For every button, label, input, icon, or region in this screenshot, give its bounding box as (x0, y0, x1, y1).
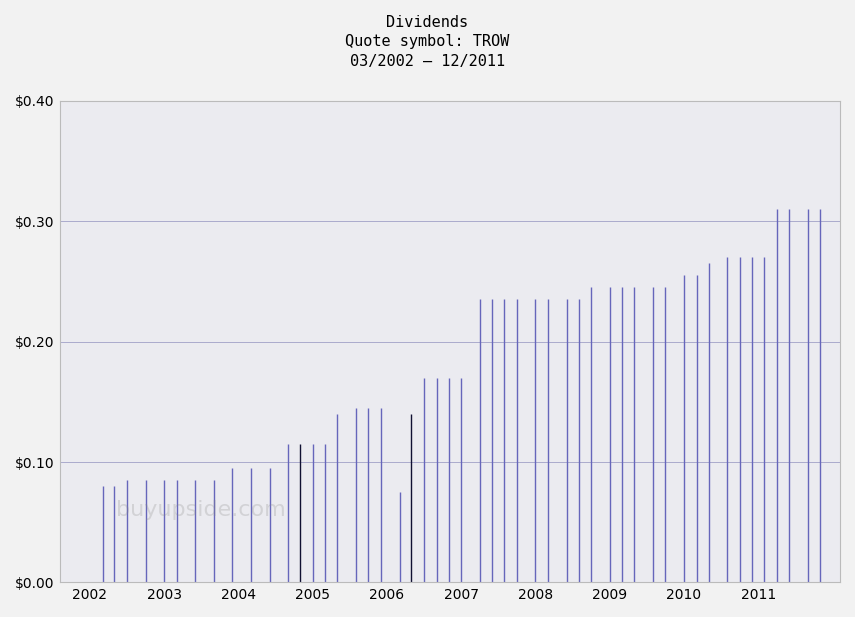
Text: Dividends: Dividends (386, 15, 469, 30)
Text: 03/2002 – 12/2011: 03/2002 – 12/2011 (350, 54, 505, 69)
Text: buyupside.com: buyupside.com (115, 500, 286, 520)
Text: Quote symbol: TROW: Quote symbol: TROW (345, 34, 510, 49)
